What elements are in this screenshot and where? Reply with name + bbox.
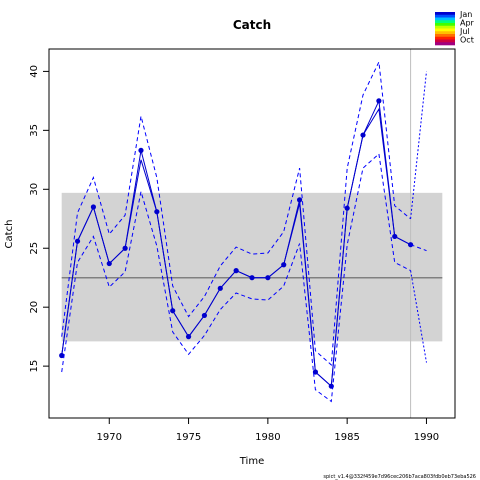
series-line-1 <box>61 107 411 388</box>
legend-swatch <box>435 42 455 46</box>
series-line-2 <box>61 60 411 366</box>
series-line-5 <box>410 71 427 219</box>
legend-label: Jan <box>459 10 472 19</box>
reference-band <box>61 192 443 342</box>
y-tick-label: 25 <box>29 242 40 255</box>
y-tick-label: 30 <box>29 183 40 196</box>
legend-swatch <box>435 31 455 35</box>
legend-swatch <box>435 17 455 21</box>
legend-swatch <box>435 36 455 40</box>
x-tick-label: 1985 <box>334 432 359 443</box>
y-tick-label: 40 <box>29 65 40 78</box>
plot-area <box>59 49 443 418</box>
series-line-6 <box>410 270 427 363</box>
y-tick-label: 35 <box>29 124 40 137</box>
legend-swatch <box>435 12 455 16</box>
version-footnote: spict_v1.4@332f459e7d96cec206b7aca803fdb… <box>323 474 476 480</box>
series-line-4 <box>410 244 427 252</box>
legend-label: Apr <box>460 19 475 28</box>
data-point <box>59 352 65 359</box>
x-tick-label: 1970 <box>97 432 122 443</box>
x-tick-label: 1980 <box>255 432 280 443</box>
y-tick-label: 20 <box>29 301 40 314</box>
legend-swatch <box>435 20 455 24</box>
series-line-3 <box>61 152 411 403</box>
legend-swatch <box>435 28 455 32</box>
x-tick-label: 1990 <box>414 432 439 443</box>
data-point <box>376 98 382 104</box>
data-point <box>296 197 303 203</box>
legend-label: Oct <box>460 36 474 45</box>
chart-title: Catch <box>233 18 271 32</box>
legend-swatch <box>435 39 455 43</box>
legend-swatch <box>435 25 455 29</box>
x-tick-label: 1975 <box>176 432 201 443</box>
x-axis-label: Time <box>239 456 264 467</box>
legend-swatch <box>435 14 455 18</box>
data-point <box>138 147 144 153</box>
legend-swatch <box>435 23 455 27</box>
legend-swatch <box>435 34 455 38</box>
axes: 1970 1975 1980 1985 1990 15 20 25 30 35 40 <box>29 48 456 443</box>
y-axis-label: Catch <box>4 220 15 249</box>
y-tick-label: 15 <box>29 360 40 373</box>
legend-label: Jul <box>459 27 470 36</box>
